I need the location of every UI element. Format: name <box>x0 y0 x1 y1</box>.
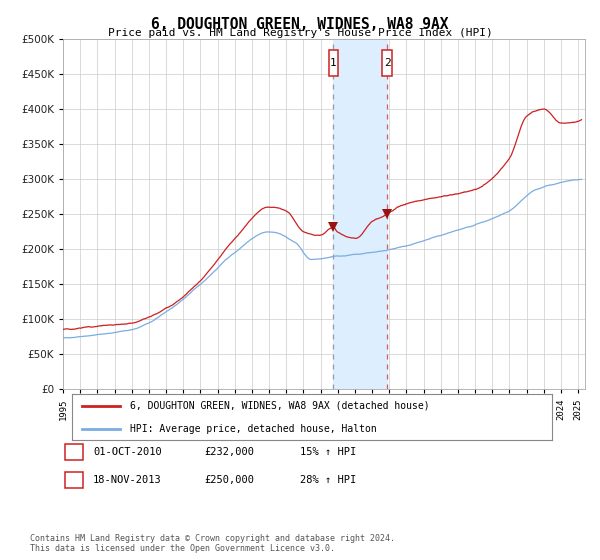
Text: HPI: Average price, detached house, Halton: HPI: Average price, detached house, Halt… <box>130 424 376 435</box>
Text: 01-OCT-2010: 01-OCT-2010 <box>93 447 162 457</box>
Text: Price paid vs. HM Land Registry's House Price Index (HPI): Price paid vs. HM Land Registry's House … <box>107 28 493 38</box>
Text: 2: 2 <box>71 475 77 485</box>
Text: 1: 1 <box>330 58 337 68</box>
Text: 6, DOUGHTON GREEN, WIDNES, WA8 9AX (detached house): 6, DOUGHTON GREEN, WIDNES, WA8 9AX (deta… <box>130 400 429 410</box>
Text: 15% ↑ HPI: 15% ↑ HPI <box>300 447 356 457</box>
Text: 1: 1 <box>71 447 77 457</box>
FancyBboxPatch shape <box>382 50 392 76</box>
Bar <box>334 39 387 389</box>
Text: 2: 2 <box>384 58 391 68</box>
Text: 6, DOUGHTON GREEN, WIDNES, WA8 9AX: 6, DOUGHTON GREEN, WIDNES, WA8 9AX <box>151 17 449 32</box>
Text: Contains HM Land Registry data © Crown copyright and database right 2024.
This d: Contains HM Land Registry data © Crown c… <box>30 534 395 553</box>
Text: 18-NOV-2013: 18-NOV-2013 <box>93 475 162 485</box>
Text: 28% ↑ HPI: 28% ↑ HPI <box>300 475 356 485</box>
Text: £250,000: £250,000 <box>204 475 254 485</box>
FancyBboxPatch shape <box>329 50 338 76</box>
Text: £232,000: £232,000 <box>204 447 254 457</box>
